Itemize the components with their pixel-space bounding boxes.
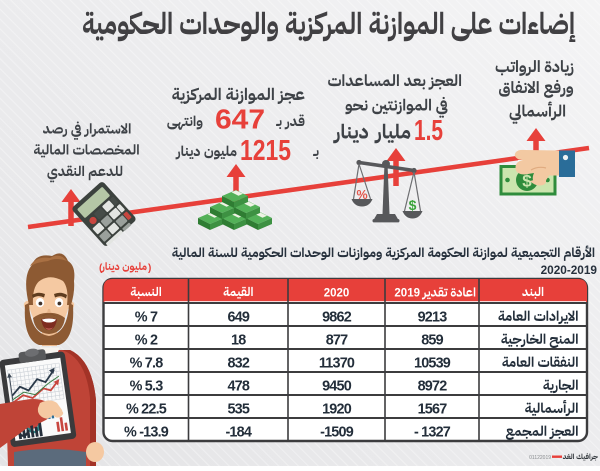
svg-text:-1509: -1509	[320, 424, 354, 440]
svg-text:% -13.9: % -13.9	[124, 424, 169, 440]
svg-text:9450: 9450	[322, 378, 352, 394]
svg-text:(: (	[99, 263, 103, 274]
svg-text:): )	[148, 263, 151, 274]
svg-text:2019: 2019	[394, 288, 420, 300]
svg-text:8972: 8972	[418, 378, 448, 394]
svg-text:1.5: 1.5	[414, 115, 443, 147]
svg-text:535: 535	[227, 401, 249, 417]
svg-text:- 1327: - 1327	[414, 424, 451, 440]
svg-text:649: 649	[227, 309, 249, 325]
svg-text:% 2: % 2	[135, 332, 158, 348]
svg-text:01122019: 01122019	[529, 455, 551, 461]
svg-text:877: 877	[326, 332, 348, 348]
svg-text:9862: 9862	[322, 309, 352, 325]
svg-text:1567: 1567	[418, 401, 448, 417]
svg-text:2020: 2020	[324, 288, 350, 300]
svg-text:1215: 1215	[240, 135, 291, 167]
svg-text:$: $	[409, 197, 417, 213]
svg-text:10539: 10539	[414, 355, 451, 371]
svg-text:% 7.8: % 7.8	[130, 355, 164, 371]
svg-text:832: 832	[227, 355, 249, 371]
svg-text:2020-2019: 2020-2019	[541, 263, 598, 277]
svg-text:% 22.5: % 22.5	[126, 401, 167, 417]
svg-text:11370: 11370	[319, 355, 355, 371]
svg-text:-184: -184	[225, 424, 251, 440]
svg-text:%: %	[356, 188, 367, 202]
svg-text:% 7: % 7	[135, 309, 158, 325]
svg-text:9213: 9213	[418, 309, 448, 325]
svg-text:647: 647	[215, 104, 265, 135]
svg-text:859: 859	[421, 332, 443, 348]
svg-text:$: $	[522, 172, 532, 191]
svg-text:1920: 1920	[322, 401, 352, 417]
svg-text:% 5.3: % 5.3	[130, 378, 164, 394]
svg-text:18: 18	[231, 332, 246, 348]
svg-text:478: 478	[227, 378, 249, 394]
